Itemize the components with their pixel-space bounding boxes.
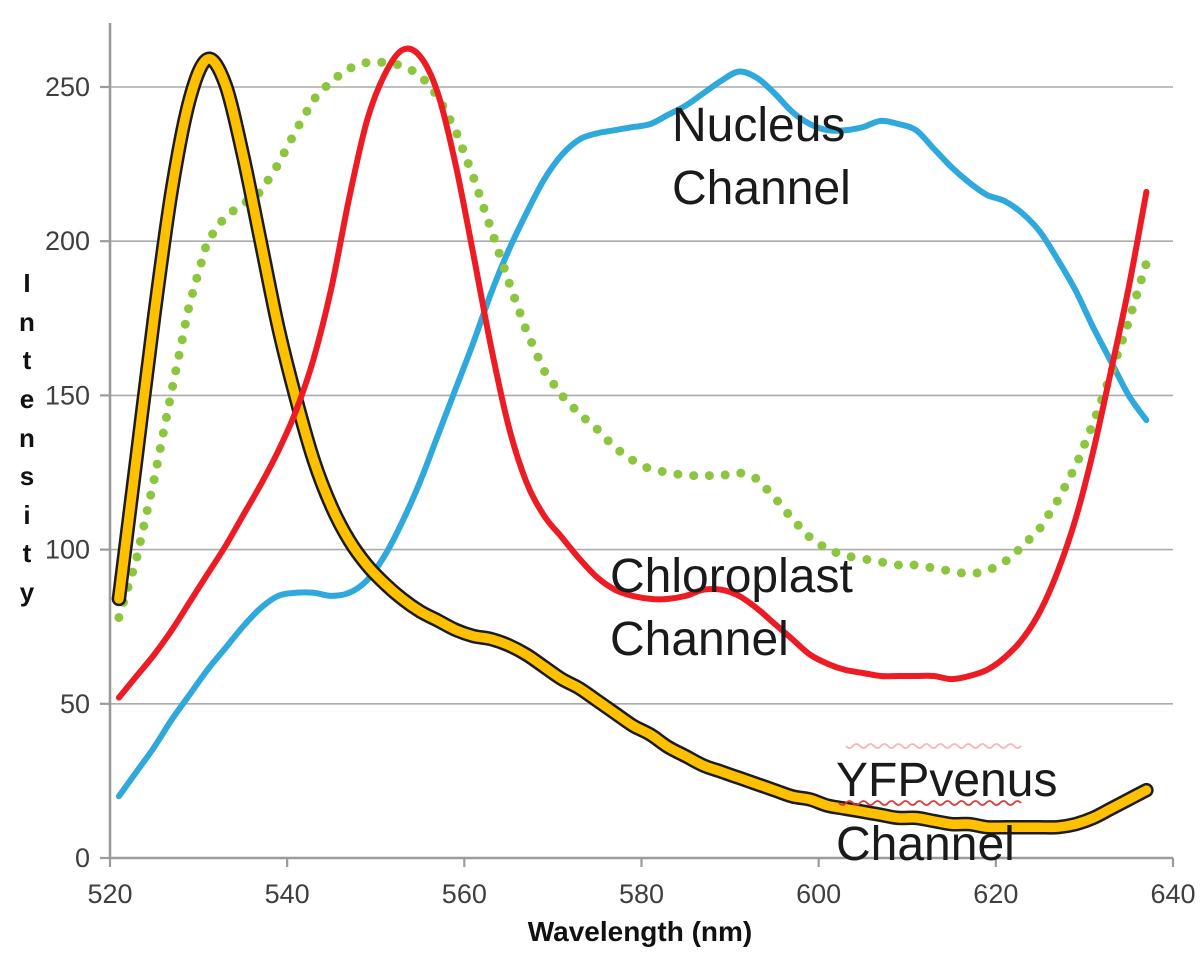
y-axis-title-letter: t [22, 345, 32, 376]
y-tick-label: 50 [60, 689, 90, 719]
x-tick-label: 580 [619, 879, 664, 909]
y-axis-title-letter: i [23, 499, 31, 530]
y-axis-title-letter: n [19, 422, 35, 453]
series-yfpvenus-line [111, 51, 1154, 835]
y-tick-label: 0 [75, 843, 90, 873]
series-nucleus-line [115, 68, 1150, 800]
spellcheck-squiggle-faint-above-yfpvenus [845, 743, 1022, 749]
x-axis-title: Wavelength (nm) [527, 916, 753, 947]
y-tick-label: 200 [45, 226, 90, 256]
y-axis-title-letter: y [19, 577, 35, 607]
series-chloroplast-line [115, 45, 1150, 701]
y-tick-label: 150 [45, 380, 90, 410]
y-axis-title-letter: t [22, 538, 32, 569]
gridlines [110, 86, 1173, 705]
x-tick-label: 600 [796, 879, 841, 909]
y-axis-title-letter: s [19, 461, 35, 492]
x-tick-label: 540 [265, 879, 310, 909]
y-axis-title-letter: I [23, 268, 31, 298]
x-tick-label: 520 [87, 879, 132, 909]
y-axis-title-letter: e [19, 383, 35, 414]
axes: 0 50 100 150 200 250 520 540 560 580 600 620 640 [45, 23, 1196, 909]
x-tick-label: 620 [973, 879, 1018, 909]
x-tick-label: 560 [442, 879, 487, 909]
y-tick-label: 100 [45, 535, 90, 565]
x-tick-label: 640 [1150, 879, 1195, 909]
spellcheck-squiggle-under-yfpvenus [838, 800, 1022, 806]
y-axis-title-letter: n [19, 306, 35, 337]
series-green-dotted [114, 57, 1151, 622]
y-tick-label: 250 [45, 72, 90, 102]
